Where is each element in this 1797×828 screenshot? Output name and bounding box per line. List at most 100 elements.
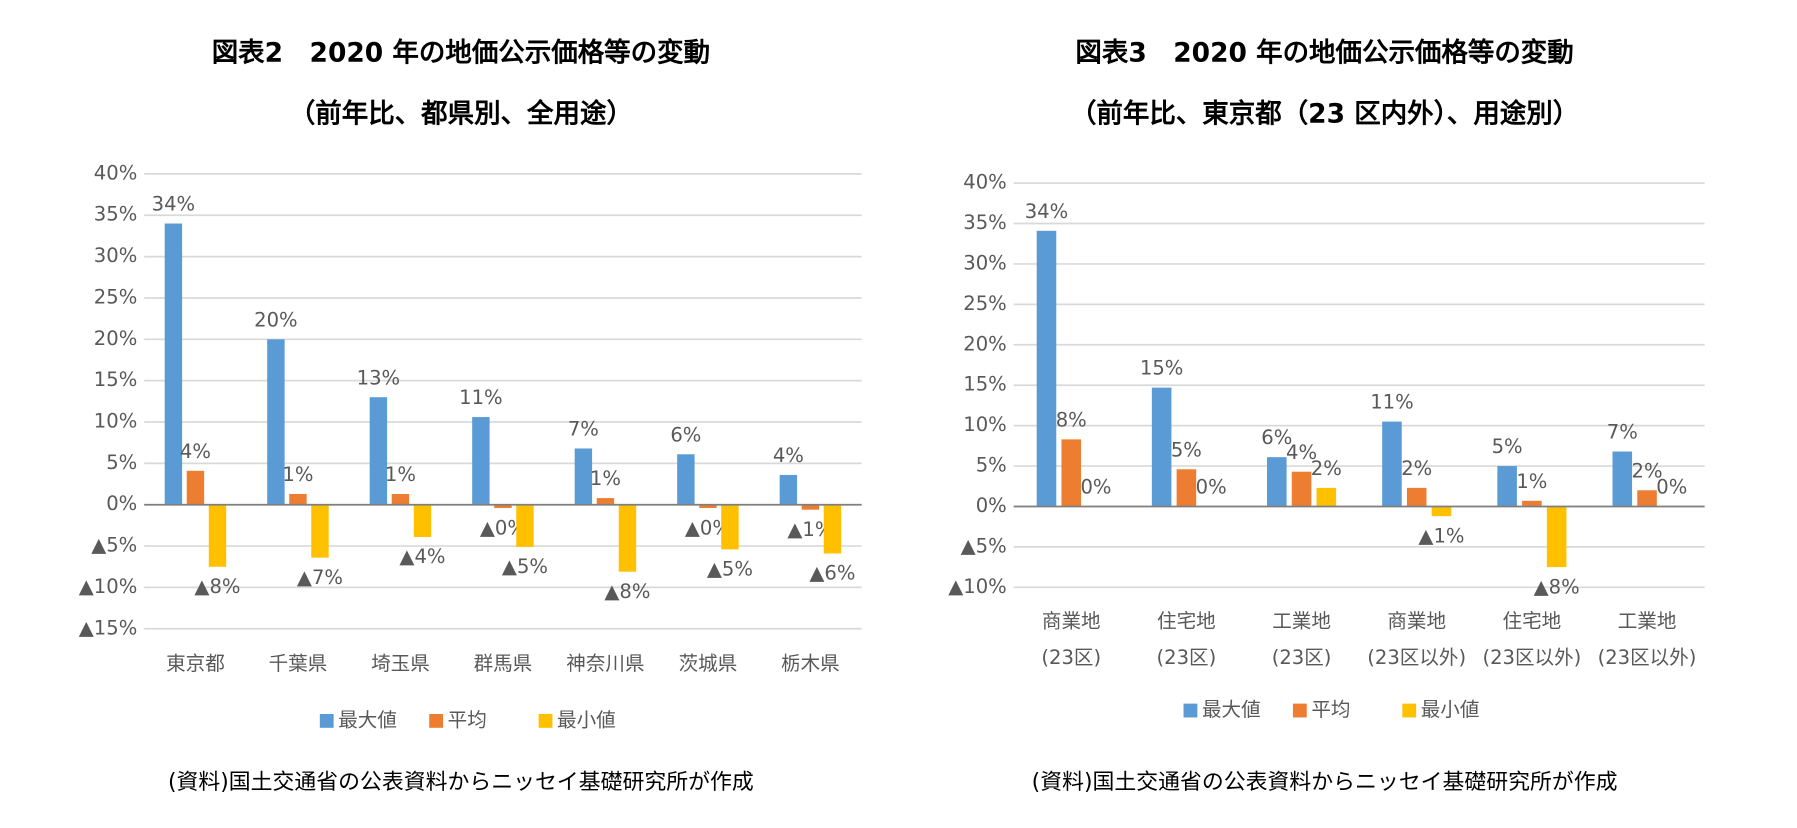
data-label: 4% [180, 440, 211, 463]
y-tick-label: 40% [963, 171, 1006, 194]
legend-swatch [319, 713, 334, 728]
y-tick-label: ▲15% [79, 616, 138, 639]
bar [494, 504, 512, 509]
data-label: 6% [1261, 426, 1292, 449]
bar [1431, 506, 1452, 517]
data-label: 13% [357, 366, 400, 389]
y-tick-label: ▲5% [91, 534, 137, 557]
legend-swatch [1402, 703, 1417, 718]
chart-title: （前年比、都県別、全用途） [289, 99, 633, 130]
data-label: 1% [385, 463, 416, 486]
bar [472, 417, 490, 505]
data-label: 7% [1607, 421, 1638, 444]
y-tick-label: 25% [963, 292, 1006, 315]
x-tick-label: 群馬県 [474, 652, 533, 675]
source-note: (資料)国土交通省の公表資料からニッセイ基礎研究所が作成 [1032, 770, 1618, 795]
x-tick-label: 住宅地 [1157, 609, 1216, 632]
y-tick-label: 20% [94, 327, 137, 350]
bar [289, 493, 307, 505]
data-label: ▲5% [502, 555, 548, 578]
y-tick-label: 20% [963, 332, 1006, 355]
data-label: ▲0% [480, 516, 526, 539]
y-tick-label: 30% [963, 251, 1006, 274]
bar [1316, 487, 1337, 507]
bar [1522, 500, 1542, 507]
bar [1176, 469, 1197, 507]
x-tick-label: (23区以外) [1598, 646, 1697, 669]
bar [186, 470, 205, 505]
x-tick-label: 住宅地 [1503, 609, 1562, 632]
y-tick-label: 10% [963, 413, 1006, 436]
data-label: 15% [1140, 357, 1183, 380]
x-tick-label: (23区以外) [1367, 646, 1466, 669]
bar [1291, 471, 1312, 507]
y-tick-label: 15% [963, 373, 1006, 396]
legend-swatch [429, 713, 444, 728]
data-label: ▲0% [685, 516, 731, 539]
data-label: 1% [590, 467, 621, 490]
x-tick-label: 栃木県 [781, 652, 840, 675]
x-tick-label: 商業地 [1387, 609, 1446, 632]
bar [164, 223, 183, 505]
bar [801, 504, 820, 510]
x-tick-label: 工業地 [1618, 609, 1677, 632]
bar [596, 498, 615, 505]
bar [311, 504, 329, 558]
bar [699, 504, 717, 509]
legend-swatch [1292, 703, 1307, 718]
y-tick-label: 0% [106, 492, 137, 515]
data-label: 2% [1632, 459, 1663, 482]
data-label: 6% [670, 423, 701, 446]
bar [1151, 387, 1172, 507]
data-label: 7% [568, 418, 599, 441]
data-label: ▲8% [1534, 575, 1580, 598]
bar [1061, 439, 1082, 507]
bar [1497, 466, 1517, 507]
legend-swatch [538, 713, 553, 728]
y-tick-label: 40% [94, 161, 137, 184]
data-label: 2% [1311, 457, 1342, 480]
y-tick-label: ▲10% [79, 575, 138, 598]
bar [618, 504, 637, 572]
x-tick-label: 埼玉県 [371, 652, 430, 675]
x-tick-label: 神奈川県 [566, 652, 644, 675]
bar [1382, 421, 1402, 507]
source-note: (資料)国土交通省の公表資料からニッセイ基礎研究所が作成 [168, 770, 754, 795]
y-tick-label: ▲10% [948, 575, 1007, 598]
y-tick-label: 35% [94, 203, 137, 226]
bar [413, 504, 432, 537]
x-tick-label: 工業地 [1272, 609, 1331, 632]
y-tick-label: 0% [976, 494, 1007, 517]
x-tick-label: 商業地 [1042, 609, 1101, 632]
data-label: ▲1% [787, 518, 833, 541]
legend-label: 最小値 [1421, 698, 1480, 721]
data-label: 2% [1401, 457, 1432, 480]
bar [1036, 230, 1057, 507]
y-tick-label: 35% [963, 211, 1006, 234]
data-label: 11% [459, 386, 502, 409]
data-label: 5% [1492, 435, 1523, 458]
data-label: ▲1% [1418, 524, 1464, 547]
bar [1637, 490, 1657, 507]
bar [516, 504, 534, 547]
data-label: 11% [1370, 391, 1413, 414]
y-tick-label: 30% [94, 244, 137, 267]
data-label: 0% [1080, 476, 1111, 499]
bar [574, 448, 593, 505]
bar [1267, 457, 1287, 507]
bar [779, 474, 798, 505]
bar [391, 493, 410, 505]
chart-title: （前年比、東京都（23 区内外）、用途別） [1070, 99, 1579, 130]
chart-title: 図表3 2020 年の地価公示価格等の変動 [1075, 38, 1573, 69]
x-tick-label: 東京都 [166, 652, 225, 675]
bar [721, 504, 739, 550]
data-label: 34% [1025, 200, 1068, 223]
legend-swatch [1183, 703, 1198, 718]
chart-title: 図表2 2020 年の地価公示価格等の変動 [212, 38, 710, 69]
bar [267, 339, 285, 505]
legend-label: 最大値 [1202, 698, 1261, 721]
x-tick-label: (23区) [1041, 646, 1101, 669]
legend-label: 最小値 [557, 708, 616, 731]
data-label: 1% [1516, 470, 1547, 493]
